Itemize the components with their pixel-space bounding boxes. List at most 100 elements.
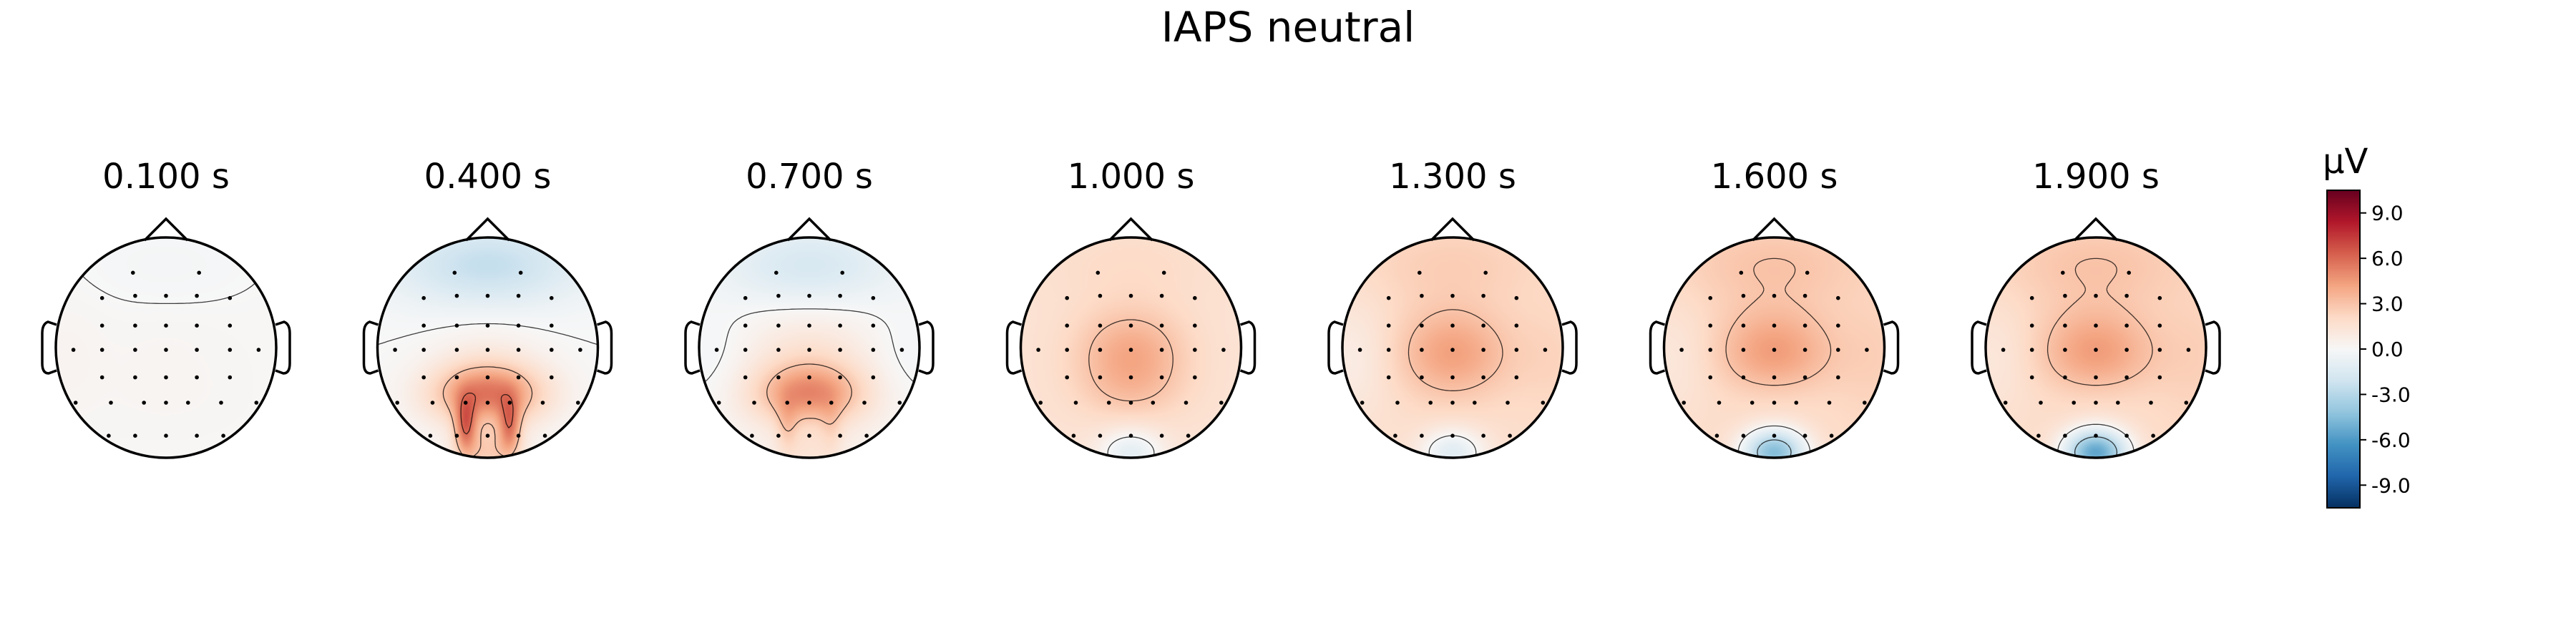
sensor-dot — [454, 293, 459, 298]
sensor-dot — [1038, 401, 1043, 405]
head-outline — [1341, 236, 1564, 459]
sensor-dot — [164, 433, 168, 438]
sensor-dot — [743, 348, 748, 352]
sensor-dot — [1386, 375, 1391, 380]
topomap-time-label: 1.900 s — [2032, 157, 2160, 197]
sensor-dot — [1802, 293, 1807, 298]
sensor-dot — [1836, 323, 1840, 328]
sensor-dot — [221, 433, 225, 438]
sensor-dot — [2029, 295, 2034, 300]
sensor-dot — [1481, 348, 1485, 352]
sensor-dot — [871, 348, 876, 352]
sensor-dot — [164, 323, 168, 328]
sensor-dot — [1128, 323, 1133, 328]
sensor-dot — [516, 323, 521, 328]
sensor-dot — [131, 270, 135, 275]
nose — [1430, 217, 1475, 242]
sensor-dot — [1805, 270, 1810, 275]
sensor-dot — [507, 401, 512, 405]
sensor-dot — [1772, 401, 1777, 405]
topomap-row: 0.100 s 0.400 s 0.700 s 1.000 s 1.300 s 1.600… — [41, 157, 2221, 459]
topomap-3: 0.700 s — [684, 157, 935, 459]
left-ear — [1005, 320, 1023, 375]
sensor-dot — [1360, 401, 1365, 405]
sensor-dot — [1802, 433, 1807, 438]
contour-level-3 — [1725, 257, 1832, 386]
sensor-dot — [2072, 401, 2076, 405]
sensor-dot — [1708, 323, 1712, 328]
nose — [1108, 217, 1153, 242]
sensor-dot — [1386, 348, 1391, 352]
sensor-dot — [1450, 433, 1455, 438]
sensor-dot — [1386, 323, 1391, 328]
sensor-dot — [430, 401, 435, 405]
sensor-dot — [2094, 401, 2098, 405]
sensor-dot — [838, 375, 842, 380]
contour-level-3 — [766, 363, 852, 432]
colorbar-gradient — [2327, 190, 2360, 508]
sensor-dot — [1159, 433, 1164, 438]
sensor-dot — [2094, 375, 2098, 380]
sensor-markers — [714, 270, 904, 438]
sensor-dot — [1161, 270, 1166, 275]
sensor-dot — [516, 375, 521, 380]
sensor-dot — [1865, 348, 1869, 352]
sensor-dot — [550, 375, 554, 380]
sensor-dot — [807, 433, 811, 438]
colorbar-tick-label: 9.0 — [2371, 202, 2404, 225]
sensor-dot — [256, 348, 261, 352]
sensor-dot — [1514, 375, 1519, 380]
sensor-dot — [542, 433, 547, 438]
sensor-dot — [164, 293, 168, 298]
sensor-dot — [421, 375, 426, 380]
sensor-dot — [516, 433, 521, 438]
sensor-dot — [2124, 323, 2129, 328]
sensor-dot — [186, 401, 190, 405]
nose — [1752, 217, 1797, 242]
sensor-dot — [2039, 401, 2043, 405]
sensor-dot — [1098, 348, 1103, 352]
sensor-dot — [1772, 348, 1777, 352]
topomap-time-label: 0.400 s — [424, 157, 552, 197]
sensor-dot — [516, 293, 521, 298]
sensor-dot — [1541, 401, 1546, 405]
sensor-dot — [1065, 348, 1069, 352]
sensor-dot — [578, 348, 582, 352]
topomap-5: 1.300 s — [1327, 157, 1578, 459]
sensor-dot — [2063, 433, 2067, 438]
sensor-dot — [1741, 293, 1746, 298]
sensor-dot — [1481, 293, 1485, 298]
sensor-dot — [228, 295, 233, 300]
sensor-dot — [2127, 270, 2131, 275]
sensor-dot — [2001, 348, 2006, 352]
contour-level-3 — [1088, 319, 1174, 402]
sensor-dot — [1772, 375, 1777, 380]
sensor-dot — [1473, 401, 1477, 405]
sensor-dot — [1106, 401, 1111, 405]
sensor-dot — [774, 270, 779, 275]
sensor-dot — [1159, 375, 1164, 380]
sensor-dot — [840, 270, 844, 275]
topomap-7: 1.900 s — [1971, 157, 2221, 459]
sensor-dot — [2003, 401, 2008, 405]
sensor-dot — [1098, 323, 1103, 328]
sensor-dot — [2116, 401, 2120, 405]
sensor-dot — [1802, 348, 1807, 352]
sensor-dot — [776, 433, 781, 438]
right-ear — [596, 320, 613, 375]
contour-lines — [703, 308, 915, 432]
topomap-4: 1.000 s — [1005, 157, 1257, 459]
sensor-dot — [1481, 433, 1485, 438]
topomap-field — [56, 237, 276, 458]
sensor-dot — [1193, 375, 1197, 380]
sensor-dot — [550, 348, 554, 352]
nose — [786, 217, 832, 242]
sensor-dot — [2094, 348, 2098, 352]
sensor-dot — [1863, 401, 1867, 405]
sensor-dot — [197, 270, 202, 275]
contour-lines — [377, 323, 598, 458]
nose — [465, 217, 510, 242]
sensor-dot — [228, 375, 233, 380]
sensor-dot — [99, 375, 104, 380]
sensor-dot — [1098, 293, 1103, 298]
